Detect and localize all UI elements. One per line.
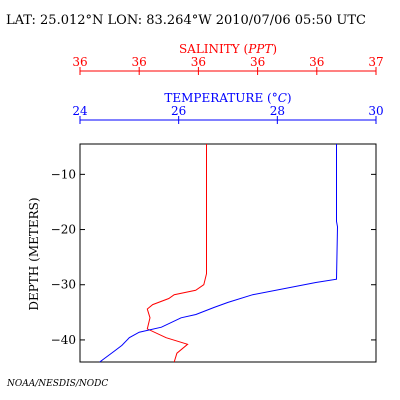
- series-layer: [99, 144, 339, 363]
- salinity-axis-unit-open: (: [244, 42, 249, 56]
- salinity-axis-title: SALINITY (PPT): [179, 42, 277, 56]
- temperature-tick-label: 30: [368, 104, 383, 118]
- depth-tick-label: −40: [51, 333, 76, 347]
- station-header: LAT: 25.012°N LON: 83.264°W 2010/07/06 0…: [6, 13, 366, 28]
- depth-axis: −10 −20 −30 −40: [51, 167, 376, 347]
- temperature-axis-unit-close: ): [287, 91, 292, 105]
- temperature-axis-unit-open: (: [267, 91, 272, 105]
- temperature-axis-title: TEMPERATURE (°C): [164, 91, 291, 105]
- depth-tick-label: −30: [51, 278, 76, 292]
- salinity-tick-label: 36: [191, 55, 206, 69]
- salinity-tick-label: 36: [72, 55, 87, 69]
- salinity-tick-label: 37: [368, 55, 383, 69]
- depth-tick-label: −10: [51, 167, 76, 181]
- salinity-tick-label: 36: [309, 55, 324, 69]
- temperature-axis: 24 26 28 30: [72, 104, 384, 124]
- salinity-axis-label: SALINITY: [179, 42, 241, 56]
- temperature-tick-label: 24: [72, 104, 88, 118]
- temperature-axis-unit: °C: [272, 91, 287, 105]
- salinity-tick-label: 36: [132, 55, 147, 69]
- plot-frame: [79, 143, 377, 363]
- salinity-axis-unit: PPT: [247, 42, 273, 56]
- salinity-profile-line: [146, 144, 207, 363]
- temperature-profile-line: [99, 144, 339, 363]
- salinity-axis: 36 36 36 36 36 37: [72, 55, 384, 75]
- depth-tick-label: −20: [51, 223, 76, 237]
- salinity-axis-unit-close: ): [272, 42, 277, 56]
- data-credit: NOAA/NESDIS/NODC: [6, 379, 108, 389]
- salinity-tick-label: 36: [250, 55, 265, 69]
- temperature-tick-label: 28: [270, 104, 285, 118]
- depth-axis-title: DEPTH (METERS): [27, 197, 41, 310]
- temperature-tick-label: 26: [171, 104, 186, 118]
- temperature-axis-label: TEMPERATURE: [164, 91, 263, 105]
